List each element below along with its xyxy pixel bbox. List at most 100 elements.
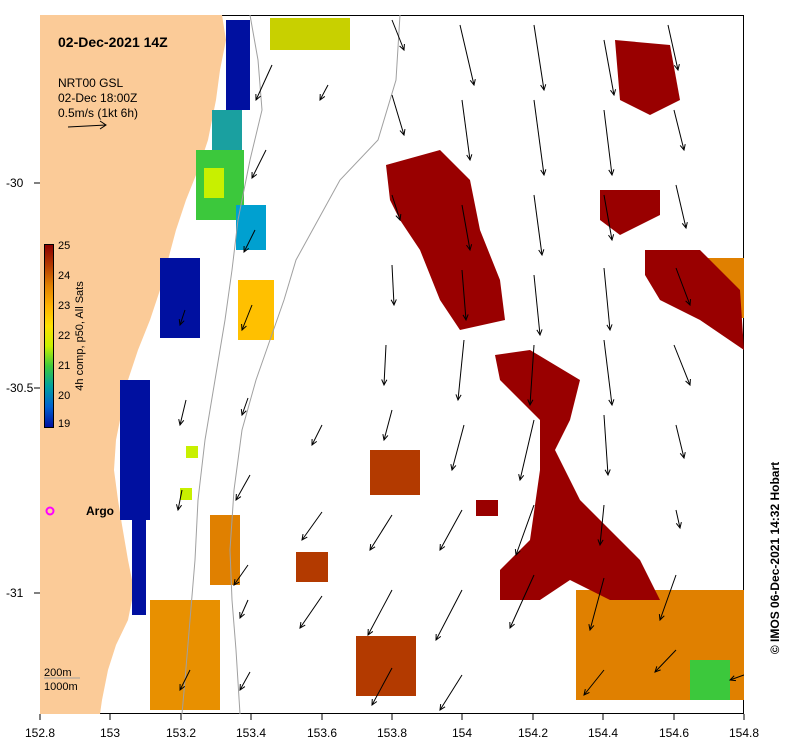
current-vector-head — [399, 128, 406, 137]
current-vector — [457, 339, 465, 401]
credit-text: © IMOS 06-Dec-2021 14:32 Hobart — [768, 461, 782, 655]
current-vector — [461, 269, 467, 321]
current-vector — [529, 344, 535, 406]
current-vector-head — [604, 469, 611, 477]
current-vector-head — [679, 452, 686, 460]
current-vector — [675, 267, 691, 306]
current-vector-head — [455, 394, 462, 402]
x-tick-label: 154.4 — [587, 726, 619, 740]
current-vector — [319, 84, 329, 101]
current-vector — [583, 669, 605, 696]
bathymetry-contours — [181, 15, 401, 714]
current-vector-head — [583, 689, 590, 696]
colorbar-tick: 24 — [58, 270, 71, 282]
current-vector — [461, 99, 471, 161]
current-vector-head — [439, 543, 446, 552]
current-vector — [667, 24, 679, 71]
current-vector-head — [597, 539, 604, 547]
current-vector-head — [536, 329, 543, 337]
current-vector-head — [382, 434, 389, 442]
current-vector — [255, 64, 273, 101]
current-vector-head — [462, 314, 469, 322]
current-vector-head — [319, 93, 326, 102]
current-vector-head — [518, 474, 525, 482]
x-tick-label: 154 — [451, 726, 473, 740]
current-vector — [235, 474, 251, 501]
scale-arrow-head — [99, 120, 107, 130]
current-vector — [311, 424, 323, 446]
current-vector-head — [681, 222, 688, 230]
current-vector — [239, 671, 251, 691]
current-vector — [241, 397, 249, 416]
contour-200-label: 200m — [44, 667, 72, 679]
current-vector — [239, 599, 249, 619]
colorbar-tick: 19 — [58, 418, 71, 430]
current-vector — [391, 194, 401, 221]
current-vector-head — [450, 464, 457, 472]
current-vector-head — [610, 89, 617, 97]
current-vector-head — [390, 299, 397, 307]
current-vector — [603, 267, 611, 331]
current-vector-head — [243, 245, 250, 254]
current-vector — [603, 109, 613, 176]
model-name: NRT00 GSL — [58, 76, 124, 90]
current-vector-head — [179, 683, 186, 692]
current-vector-head — [606, 324, 613, 332]
colorbar-label: 4h comp, p50, All Sats — [74, 281, 86, 391]
current-vector — [243, 229, 256, 253]
colorbar-tick: 22 — [58, 330, 71, 342]
x-tick-label: 153.6 — [306, 726, 338, 740]
current-vector-head — [371, 698, 378, 707]
current-vector-head — [299, 621, 306, 629]
current-vector-head — [514, 548, 521, 557]
vector-scale-label: 0.5m/s (1kt 6h) — [58, 106, 139, 120]
y-axis-ticks — [34, 182, 40, 594]
current-vector — [673, 344, 691, 386]
current-vector — [659, 574, 677, 621]
cold-sst-nearshore — [120, 20, 266, 615]
y-tick-label: -30.5 — [6, 381, 34, 395]
colorbar-tick: 20 — [58, 390, 71, 402]
x-tick-label: 153.4 — [235, 726, 267, 740]
current-vector — [675, 424, 685, 459]
current-vector — [179, 399, 187, 426]
current-vector-head — [395, 213, 402, 222]
x-tick-label: 154.6 — [658, 726, 690, 740]
argo-float-marker — [45, 506, 55, 516]
current-vector — [533, 194, 543, 256]
map-title: 02-Dec-2021 14Z — [58, 34, 168, 50]
current-vector — [391, 19, 405, 51]
current-vector — [589, 577, 605, 631]
colorbar-tick: 25 — [58, 240, 71, 252]
x-tick-label: 153.8 — [376, 726, 408, 740]
current-vector-head — [241, 323, 247, 332]
current-vector — [675, 184, 687, 229]
current-vector — [599, 504, 605, 546]
contour-1000-label: 1000m — [44, 681, 78, 693]
current-vector-head — [239, 611, 245, 620]
current-vector — [179, 669, 191, 691]
current-vector — [509, 574, 535, 629]
current-vector-head — [301, 534, 308, 541]
current-vector — [179, 309, 186, 326]
current-vector — [233, 564, 249, 586]
current-vector — [439, 674, 463, 711]
current-vector — [675, 509, 681, 529]
x-tick-label: 154.8 — [728, 726, 760, 740]
current-vector — [533, 274, 541, 336]
y-tick-label: -30 — [6, 176, 24, 190]
current-vector — [519, 419, 535, 481]
current-vector-head — [466, 244, 473, 252]
current-vector-head — [240, 408, 247, 417]
current-vector — [177, 489, 183, 511]
y-tick-label: -31 — [6, 586, 24, 600]
current-vector — [673, 109, 685, 151]
current-vector-head — [435, 633, 442, 642]
current-vector — [383, 409, 393, 441]
current-vector — [459, 24, 475, 86]
current-vector — [603, 339, 613, 406]
current-vector-head — [178, 318, 185, 327]
x-tick-label: 152.8 — [24, 726, 56, 740]
current-vector-head — [311, 438, 318, 447]
current-vector — [301, 511, 323, 541]
